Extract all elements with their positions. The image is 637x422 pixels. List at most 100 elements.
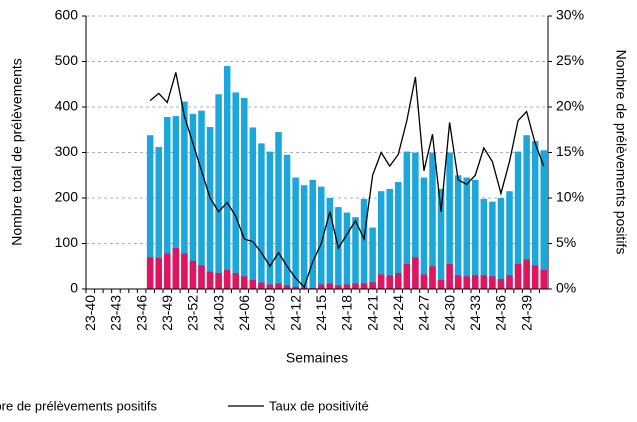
x-tick-label: 24-30 [441,295,457,331]
x-tick-label: 23-40 [82,295,98,331]
bar [335,285,342,289]
bar [232,273,239,289]
bar [412,152,419,289]
bar [318,284,325,289]
bar [215,273,222,289]
bar [258,282,265,289]
bar [343,284,351,289]
legend-label: Taux de positivité [269,398,369,413]
bar [241,97,248,290]
bar [155,147,162,289]
bar [300,287,308,289]
bar [377,274,385,289]
bar [420,274,428,289]
bar [454,275,462,289]
x-tick-label: 24-06 [236,295,252,331]
bar [429,266,436,289]
bar [206,271,214,289]
x-tick-label: 24-21 [364,295,380,331]
bar [395,273,402,289]
x-tick-label: 23-46 [133,295,149,331]
bar [198,265,205,289]
bar [309,179,316,289]
y-tick-label: 100 [55,234,79,250]
bar [249,127,257,289]
x-tick-label: 24-15 [313,295,329,331]
bar [386,275,393,289]
y-tick-label: 400 [55,98,79,114]
bar [275,283,282,289]
bar [352,283,359,289]
bar [266,284,274,289]
bar [472,275,479,289]
legend-label: Nombre de prélèvements positifs [0,398,157,413]
bar [437,188,445,289]
bar [403,151,411,289]
bar [326,198,334,289]
x-tick-label: 24-18 [339,295,355,331]
bar [283,285,291,289]
x-tick-label: 24-24 [390,295,406,331]
y2-tick-label: 20% [556,98,584,114]
bar [497,198,505,289]
bar [189,113,197,289]
y2-tick-label: 30% [556,7,584,23]
bar [463,177,470,289]
bar [514,263,522,289]
bar [223,269,231,289]
x-tick-label: 23-49 [159,295,175,331]
bar [360,198,368,289]
y2-tick-label: 15% [556,143,584,159]
bar [241,276,248,289]
bar [223,66,231,289]
bar [429,152,436,289]
y-tick-label: 600 [55,7,79,23]
bar [412,257,419,289]
x-tick-label: 24-12 [287,295,303,331]
y2-axis-title: Nombre de prélèvements positifs [613,50,629,255]
y-tick-label: 0 [70,280,78,296]
bar [420,177,428,289]
bar [146,135,154,289]
bar [249,279,257,289]
bar [292,286,299,289]
y2-tick-label: 10% [556,189,584,205]
y2-tick-label: 25% [556,52,584,68]
bar [172,248,180,289]
bar [540,269,547,289]
bar [506,191,513,289]
x-tick-label: 24-36 [493,295,509,331]
bar [514,151,522,289]
x-tick-label: 24-09 [262,295,278,331]
bar [292,177,299,289]
bar [531,141,539,289]
bar [497,278,505,289]
bar [352,217,359,289]
bar [463,276,470,289]
bar [540,150,547,289]
bar [232,92,239,289]
bar [215,94,222,289]
bar [164,117,171,289]
x-tick-label: 24-03 [210,295,226,331]
y-tick-label: 300 [55,143,79,159]
bar [155,258,162,289]
bar [531,265,539,289]
y-tick-label: 200 [55,189,79,205]
y-tick-label: 500 [55,52,79,68]
bar [326,283,334,289]
bar [437,279,445,289]
bar [164,253,171,289]
bar [343,212,351,289]
bar [454,175,462,289]
x-tick-label: 24-39 [518,295,534,331]
y2-tick-label: 5% [556,234,576,250]
bar [206,127,214,290]
y-axis-title: Nombre total de prélèvements [9,58,25,246]
bar [172,116,180,289]
bar [446,152,453,289]
bar [266,151,274,289]
bar [377,191,385,289]
bar [480,275,488,289]
